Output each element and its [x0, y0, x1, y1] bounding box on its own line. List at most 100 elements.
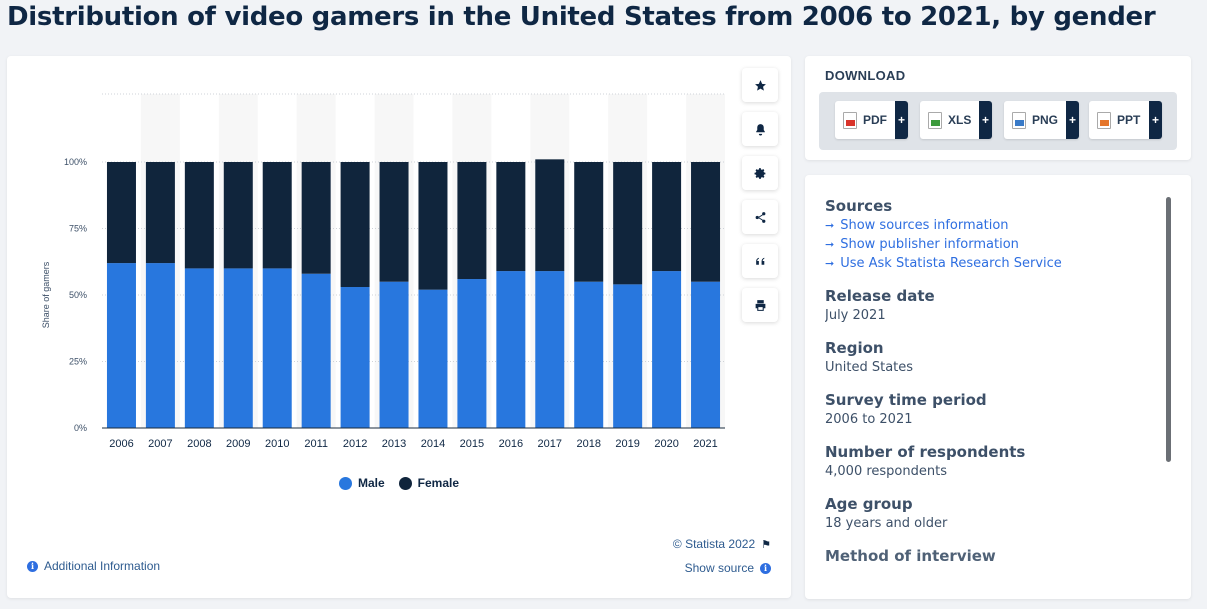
bar-male-2017 [535, 271, 565, 428]
chart-toolbar [742, 68, 778, 332]
legend-label-female: Female [417, 476, 460, 490]
legend-label-male: Male [357, 476, 385, 490]
y-tick-label: 0% [74, 423, 87, 433]
gear-icon [754, 167, 765, 179]
show-source-link[interactable]: Show source i [685, 561, 771, 575]
x-tick-label: 2015 [460, 438, 484, 450]
x-tick-label: 2021 [693, 438, 717, 450]
info-scrollbar[interactable] [1166, 197, 1171, 462]
bar-female-2019 [613, 162, 643, 285]
show-publisher-link[interactable]: ➞ Show publisher information [825, 237, 1155, 252]
favorite-button[interactable] [742, 68, 778, 102]
x-tick-label: 2011 [304, 438, 328, 450]
bar-female-2015 [457, 162, 487, 280]
bar-male-2016 [496, 271, 526, 428]
info-icon: i [760, 562, 771, 574]
bar-chart: 0% 25% 50% 75% 100% Share of gamers 2006 2007 20… [41, 93, 725, 450]
bar-male-2015 [457, 279, 487, 428]
release-date-value: July 2021 [825, 308, 886, 323]
bar-male-2019 [613, 284, 643, 428]
x-tick-label: 2012 [343, 438, 367, 450]
x-tick-label: 2014 [421, 438, 445, 450]
legend-swatch-female [398, 476, 412, 490]
x-tick-label: 2017 [538, 438, 562, 450]
show-sources-link[interactable]: ➞ Show sources information [825, 218, 1155, 233]
bar-female-2009 [223, 162, 253, 269]
bar-male-2020 [652, 271, 682, 428]
share-icon [755, 211, 765, 223]
download-ppt-button[interactable]: PPT + [1089, 101, 1162, 139]
y-tick-label: 25% [69, 357, 87, 367]
arrow-right-icon: ➞ [825, 238, 835, 251]
page-title: Distribution of video gamers in the Unit… [7, 2, 1156, 32]
bar-male-2021 [691, 281, 721, 428]
info-scroll-area[interactable]: Sources ➞ Show sources information ➞ Sho… [825, 197, 1155, 579]
y-axis-label: Share of gamers [41, 261, 51, 328]
age-group-value: 18 years and older [825, 516, 948, 531]
png-file-icon [1012, 111, 1026, 129]
download-pdf-button[interactable]: PDF + [835, 101, 908, 139]
info-icon: i [27, 560, 38, 572]
sources-heading: Sources [825, 197, 893, 215]
x-tick-label: 2010 [265, 438, 289, 450]
age-group-heading: Age group [825, 495, 913, 513]
region-heading: Region [825, 339, 884, 357]
region-value: United States [825, 360, 914, 375]
x-tick-label: 2009 [226, 438, 250, 450]
legend-item-female[interactable]: Female [398, 476, 460, 490]
respondents-heading: Number of respondents [825, 443, 1026, 461]
x-tick-label: 2016 [499, 438, 523, 450]
download-png-button[interactable]: PNG + [1004, 101, 1079, 139]
x-tick-label: 2007 [148, 438, 172, 450]
legend-item-male[interactable]: Male [338, 476, 385, 490]
settings-button[interactable] [742, 156, 778, 190]
x-tick-label: 2013 [382, 438, 406, 450]
bar-female-2008 [184, 162, 214, 269]
ppt-file-icon [1097, 111, 1111, 129]
bar-female-2017 [535, 159, 565, 272]
bar-female-2018 [574, 162, 604, 282]
bar-female-2010 [262, 162, 292, 269]
bar-male-2008 [184, 268, 214, 428]
pdf-file-icon [843, 111, 857, 129]
star-icon [754, 79, 766, 91]
chart-legend: Male Female [7, 476, 791, 490]
info-card: Sources ➞ Show sources information ➞ Sho… [805, 175, 1191, 599]
show-publisher-text: Show publisher information [840, 237, 1019, 252]
cite-button[interactable] [742, 244, 778, 278]
bar-male-2007 [145, 263, 175, 428]
bar-male-2014 [418, 289, 448, 428]
download-bar: PDF + XLS + PNG + PPT + [819, 92, 1177, 150]
show-source-text: Show source [684, 561, 754, 575]
survey-period-value: 2006 to 2021 [825, 412, 913, 427]
survey-period-heading: Survey time period [825, 391, 987, 409]
respondents-value: 4,000 respondents [825, 464, 947, 479]
additional-information-link[interactable]: i Additional Information [27, 559, 160, 573]
download-xls-button[interactable]: XLS + [920, 101, 992, 139]
bar-female-2007 [145, 162, 175, 264]
bell-icon [755, 123, 765, 135]
ask-statista-link[interactable]: ➞ Use Ask Statista Research Service [825, 256, 1155, 271]
download-title: DOWNLOAD [825, 68, 906, 83]
x-tick-label: 2018 [576, 438, 600, 450]
print-button[interactable] [742, 288, 778, 322]
method-heading: Method of interview [825, 547, 996, 565]
copyright-link[interactable]: © Statista 2022 ⚑ [673, 537, 771, 551]
x-tick-label: 2019 [615, 438, 639, 450]
plus-icon: + [895, 101, 908, 139]
bar-female-2006 [106, 162, 136, 264]
share-button[interactable] [742, 200, 778, 234]
plus-icon: + [979, 101, 992, 139]
plus-icon: + [1149, 101, 1162, 139]
bar-male-2012 [340, 287, 370, 428]
bar-female-2014 [418, 162, 448, 290]
ask-statista-text: Use Ask Statista Research Service [840, 256, 1062, 271]
bar-female-2021 [691, 162, 721, 282]
show-sources-text: Show sources information [840, 218, 1009, 233]
additional-information-text: Additional Information [44, 559, 161, 573]
bar-male-2006 [106, 263, 136, 428]
xls-file-icon [928, 111, 942, 129]
x-tick-label: 2008 [187, 438, 211, 450]
notification-button[interactable] [742, 112, 778, 146]
bar-female-2020 [652, 162, 682, 272]
